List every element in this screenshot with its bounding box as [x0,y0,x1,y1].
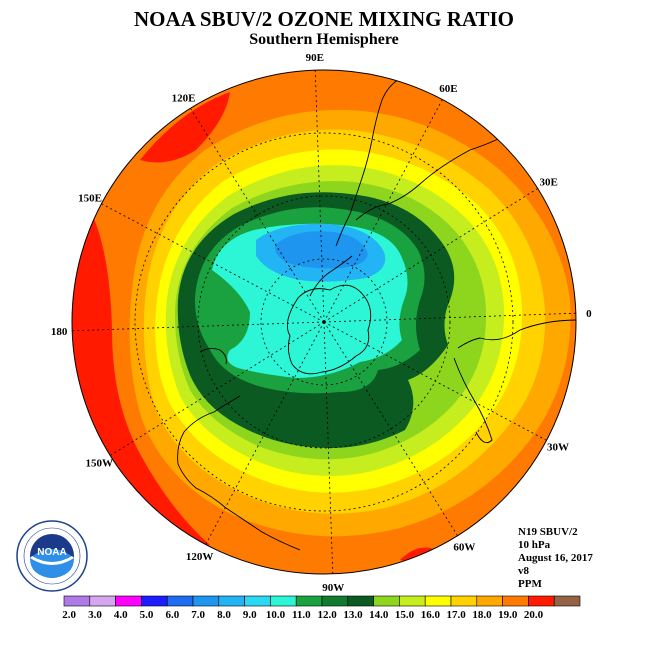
longitude-label: 90W [322,582,344,594]
colorbar-swatch [399,595,426,607]
units-label: PPM [518,578,542,590]
colorbar-swatch [244,595,271,607]
colorbar-swatch [295,595,323,607]
contour-band-18-nw [140,92,230,163]
meridian-line [190,108,325,323]
colorbar-tick-label: 19.0 [498,609,518,621]
madagascar-coast [453,357,493,444]
colorbar-swatch [347,595,374,607]
longitude-label: 120E [172,92,196,104]
meridian-line [323,321,334,574]
colorbar-tick-label: 11.0 [292,609,311,621]
meridian-line [101,203,325,323]
satellite-label: N19 SBUV/2 [518,526,578,538]
longitude-label: 30E [540,177,558,189]
version-label: v8 [518,565,529,577]
colorbar-swatch [424,595,452,607]
colorbar-swatch [115,595,142,607]
map-title: NOAA SBUV/2 OZONE MIXING RATIO [134,7,514,31]
longitude-label: 180 [51,326,68,338]
colorbar-tick-label: 14.0 [369,609,389,621]
colorbar-tick-label: 13.0 [343,609,363,621]
colorbar-tick-label: 15.0 [395,609,415,621]
colorbar-swatch [63,595,91,607]
map-border [71,69,577,575]
colorbar-swatch [373,595,400,607]
colorbar-tick-label: 7.0 [191,609,205,621]
longitude-label: 60E [439,83,457,95]
longitude-labels: 90W 60W 30W 0 30E 60E 90E 120E 150E 180 150W 120W [51,52,592,594]
meridian-line [323,188,538,323]
colorbar-swatch [89,595,116,607]
colorbar-labels: 2.0 3.0 4.0 5.0 6.0 7.0 8.0 9.0 10.0 11.0 12.0 13.0… [62,609,543,621]
contour-band-7 [275,231,368,269]
colorbar-swatch [476,595,503,607]
colorbar-swatch [321,595,349,607]
colorbar-swatch [270,595,297,607]
colorbar-tick-label: 2.0 [62,609,76,621]
latitude-circle [260,258,388,386]
colorbar-tick-label: 20.0 [524,609,544,621]
meridian-line [110,321,325,456]
longitude-label: 60W [453,542,475,554]
map-subtitle: Southern Hemisphere [249,31,399,48]
colorbar-tick-label: 17.0 [447,609,467,621]
colorbar-swatch [450,595,478,607]
new-zealand-coast [199,347,227,365]
date-label: August 16, 2017 [518,552,593,564]
colorbar-swatch [166,595,194,607]
pressure-level-label: 10 hPa [518,539,551,551]
colorbar-swatch [141,595,168,607]
colorbar-tick-label: 16.0 [421,609,441,621]
noaa-logo: NOAA [16,520,88,592]
colorbar-tick-label: 6.0 [165,609,179,621]
colorbar-swatch [218,595,245,607]
meridian-line [314,70,325,323]
south-america-east-coast [355,129,515,221]
colorbar-tick-label: 9.0 [243,609,257,621]
meridian-line [205,321,325,545]
colorbar-tick-label: 12.0 [318,609,338,621]
meridian-line [323,321,458,536]
colorbar-tick-label: 5.0 [140,609,154,621]
colorbar-tick-label: 8.0 [217,609,231,621]
longitude-label: 90E [306,52,324,64]
south-america-coast [335,79,399,247]
meridian-line [323,312,576,323]
longitude-label: 30W [547,441,569,453]
longitude-label: 120W [186,551,214,563]
africa-coast [457,319,576,349]
colorbar-tick-label: 3.0 [88,609,102,621]
colorbar-tick-label: 18.0 [472,609,492,621]
meridian-line [323,321,547,441]
svg-text:NOAA: NOAA [37,547,66,558]
colorbar-swatch [528,595,555,607]
graticule [72,70,576,574]
colorbar-swatch [192,595,220,607]
longitude-label: 0 [586,308,592,320]
longitude-label: 150W [86,457,114,469]
latitude-circle [134,132,514,512]
colorbar-swatch [553,595,581,607]
australia-coast [177,395,301,551]
colorbar-tick-label: 10.0 [266,609,286,621]
meridian-line [323,99,443,323]
longitude-label: 150E [78,193,102,205]
colorbar-tick-label: 4.0 [114,609,128,621]
colorbar [63,595,581,607]
antarctic-peninsula-coast [309,255,353,297]
coastlines [177,79,576,551]
colorbar-swatch [502,595,529,607]
meridian-line [72,321,325,332]
latitude-circle [197,195,451,449]
